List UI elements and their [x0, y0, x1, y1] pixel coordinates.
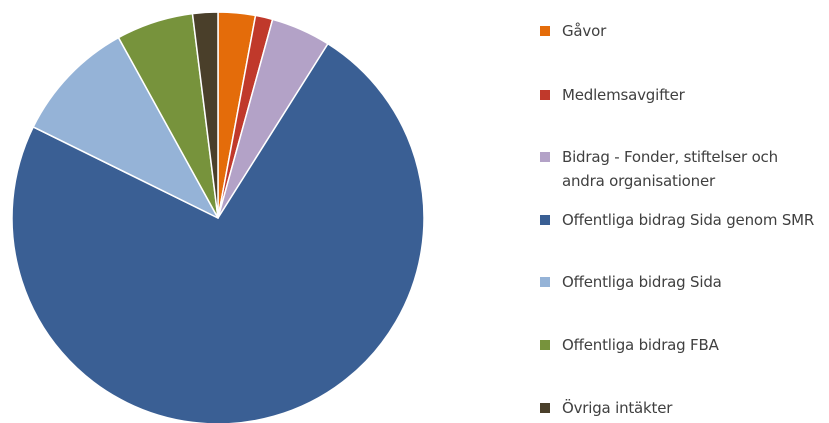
legend-label: Offentliga bidrag Sida genom SMR — [562, 211, 815, 229]
pie-slices — [11, 11, 425, 423]
legend-label: Offentliga bidrag Sida — [562, 273, 722, 291]
legend-swatch — [540, 403, 550, 413]
pie-chart — [11, 11, 425, 423]
legend-label: Övriga intäkter — [562, 399, 673, 417]
legend-swatch — [540, 90, 550, 100]
legend-label: Gåvor — [562, 22, 607, 40]
legend-swatch — [540, 26, 550, 36]
legend-label: Bidrag - Fonder, stiftelser och andra or… — [562, 148, 778, 190]
chart-legend: Gåvor Medlemsavgifter Bidrag - Fonder, s… — [540, 0, 825, 423]
pie-slice-6 — [191, 11, 219, 219]
pie-slice-3 — [11, 43, 425, 423]
legend-swatch — [540, 277, 550, 287]
pie-slice-4 — [32, 36, 219, 219]
legend-label: Offentliga bidrag FBA — [562, 336, 719, 354]
legend-swatch — [540, 152, 550, 162]
legend-label: Medlemsavgifter — [562, 86, 685, 104]
legend-swatch — [540, 215, 550, 225]
legend-swatch — [540, 340, 550, 350]
